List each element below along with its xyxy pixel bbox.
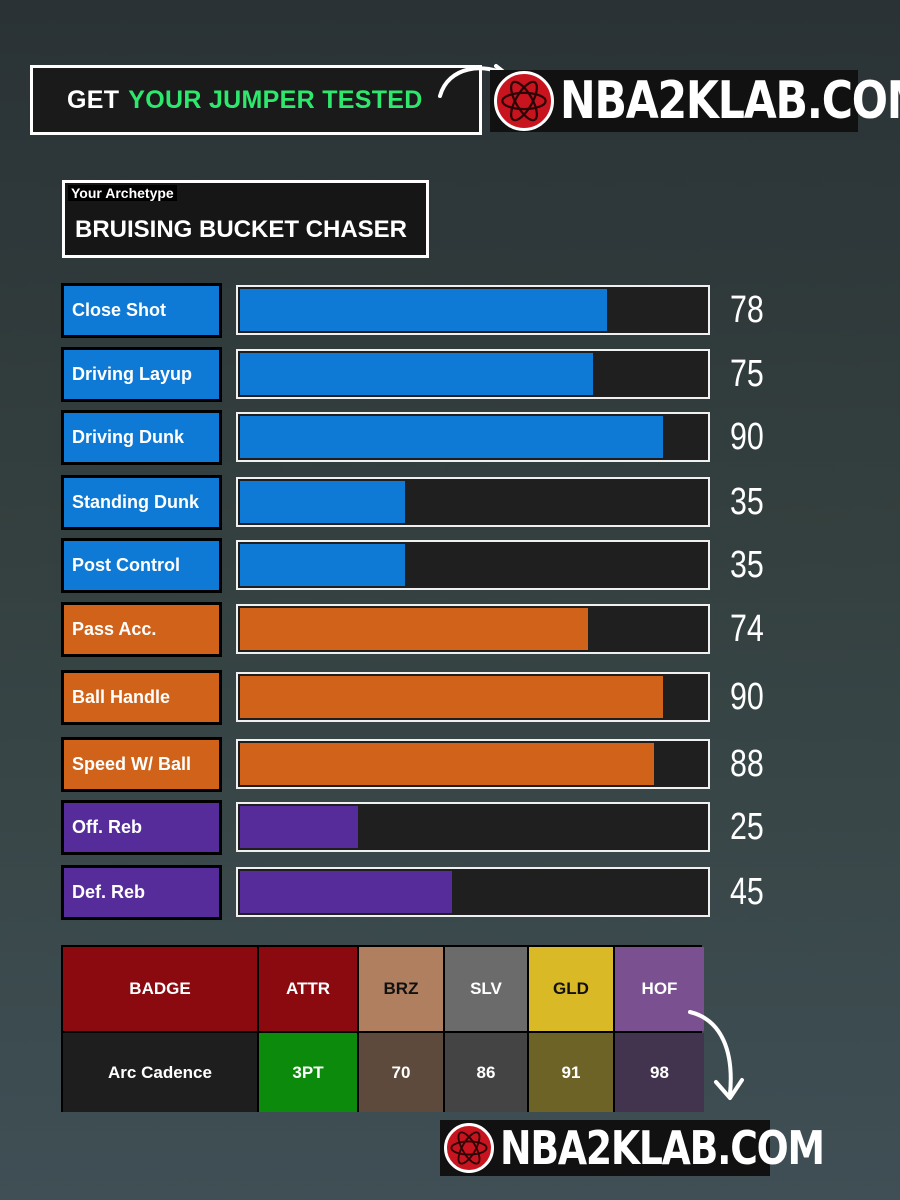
attr-value-ball-handle: 90 xyxy=(730,676,764,718)
attr-value-pass-acc: 74 xyxy=(730,608,764,650)
badge-name-cell: Arc Cadence xyxy=(63,1033,257,1112)
attr-label-speed-w-ball: Speed W/ Ball xyxy=(61,737,222,792)
attr-label-driving-dunk: Driving Dunk xyxy=(61,410,222,465)
attr-bar-fill xyxy=(240,289,607,331)
attr-bar-post-control xyxy=(236,540,710,590)
site-logo-bottom[interactable]: NBA2KLAB.COM xyxy=(440,1120,825,1176)
attr-value-speed-w-ball: 88 xyxy=(730,743,764,785)
attr-bar-fill xyxy=(240,608,588,650)
attr-bar-fill xyxy=(240,416,663,458)
archetype-card: Your Archetype BRUISING BUCKET CHASER xyxy=(62,180,429,258)
attr-bar-close-shot xyxy=(236,285,710,335)
badge-header-bronze: BRZ xyxy=(359,947,443,1031)
attr-label-ball-handle: Ball Handle xyxy=(61,670,222,725)
attr-bar-fill xyxy=(240,353,593,395)
attr-value-driving-dunk: 90 xyxy=(730,416,764,458)
attr-value-driving-layup: 75 xyxy=(730,353,764,395)
attr-label-def-reb: Def. Reb xyxy=(61,865,222,920)
attr-bar-speed-w-ball xyxy=(236,739,710,789)
cta-get-text: GET xyxy=(67,85,120,114)
archetype-name: BRUISING BUCKET CHASER xyxy=(75,216,408,243)
curved-arrow-down-icon xyxy=(688,1010,744,1100)
attr-label-post-control: Post Control xyxy=(61,538,222,593)
attr-bar-fill xyxy=(240,871,452,913)
attr-label-driving-layup: Driving Layup xyxy=(61,347,222,402)
site-logo-top[interactable]: NBA2KLAB.COM xyxy=(490,70,900,132)
archetype-label: Your Archetype xyxy=(68,185,177,201)
attr-value-post-control: 35 xyxy=(730,544,764,586)
badge-header-silver: SLV xyxy=(445,947,527,1031)
attr-bar-fill xyxy=(240,806,358,848)
attr-value-def-reb: 45 xyxy=(730,871,764,913)
attr-bar-fill xyxy=(240,544,405,586)
attr-label-off-reb: Off. Reb xyxy=(61,800,222,855)
attr-label-close-shot: Close Shot xyxy=(61,283,222,338)
attr-bar-off-reb xyxy=(236,802,710,852)
attr-value-standing-dunk: 35 xyxy=(730,481,764,523)
badge-header-hof: HOF xyxy=(615,947,704,1031)
badge-gold-cell: 91 xyxy=(529,1033,613,1112)
attr-bar-ball-handle xyxy=(236,672,710,722)
basketball-logo-icon xyxy=(494,71,554,131)
attr-bar-fill xyxy=(240,676,663,718)
attr-bar-fill xyxy=(240,743,654,785)
cta-highlight-text: YOUR JUMPER TESTED xyxy=(128,85,423,114)
attr-bar-standing-dunk xyxy=(236,477,710,527)
badge-bronze-cell: 70 xyxy=(359,1033,443,1112)
badge-table: BADGE ATTR BRZ SLV GLD HOF Arc Cadence 3… xyxy=(61,945,704,1112)
badge-header-gold: GLD xyxy=(529,947,613,1031)
attr-bar-driving-layup xyxy=(236,349,710,399)
attr-bar-driving-dunk xyxy=(236,412,710,462)
attr-label-pass-acc: Pass Acc. xyxy=(61,602,222,657)
attr-bar-def-reb xyxy=(236,867,710,917)
attr-value-close-shot: 78 xyxy=(730,289,764,331)
attr-bar-pass-acc xyxy=(236,604,710,654)
attr-value-off-reb: 25 xyxy=(730,806,764,848)
badge-silver-cell: 86 xyxy=(445,1033,527,1112)
attr-label-standing-dunk: Standing Dunk xyxy=(61,475,222,530)
badge-header-attr: ATTR xyxy=(259,947,357,1031)
footer-site-name: NBA2KLAB.COM xyxy=(500,1121,825,1175)
badge-hof-cell: 98 xyxy=(615,1033,704,1112)
attr-bar-fill xyxy=(240,481,405,523)
badge-attr-cell: 3PT xyxy=(259,1033,357,1112)
jumper-test-banner[interactable]: GET YOUR JUMPER TESTED xyxy=(30,65,482,135)
basketball-logo-icon xyxy=(444,1123,494,1173)
badge-header-badge: BADGE xyxy=(63,947,257,1031)
site-name: NBA2KLAB.COM xyxy=(560,71,900,131)
